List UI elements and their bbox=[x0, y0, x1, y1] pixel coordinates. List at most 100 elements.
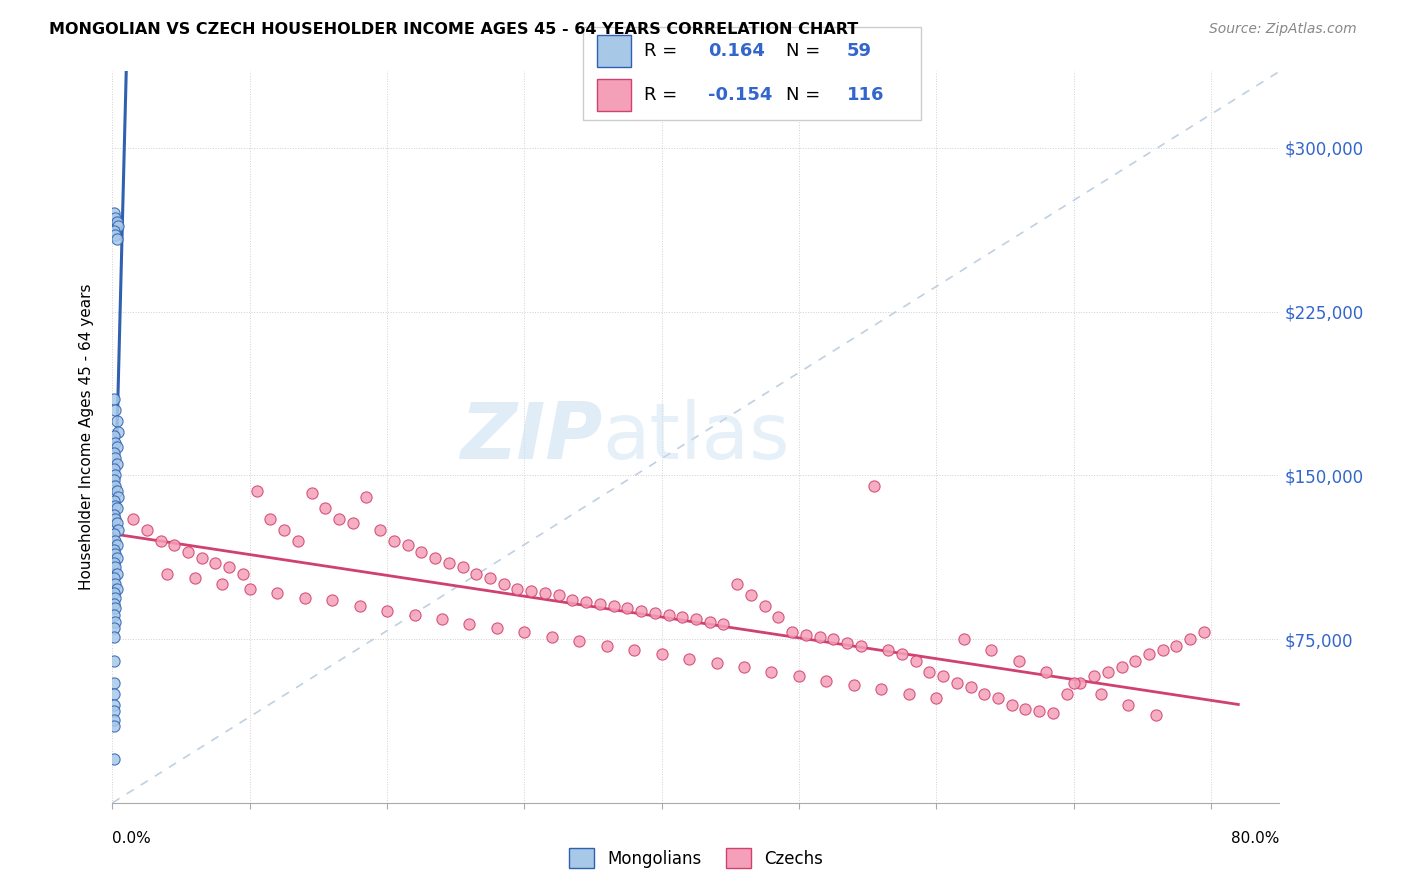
Point bbox=[105, 501, 128, 516]
Point bbox=[823, 632, 845, 646]
Point bbox=[1090, 687, 1112, 701]
Text: Source: ZipAtlas.com: Source: ZipAtlas.com bbox=[1209, 22, 1357, 37]
Text: N =: N = bbox=[786, 42, 825, 60]
Point bbox=[149, 533, 172, 548]
Point bbox=[103, 461, 125, 475]
Point bbox=[740, 588, 762, 602]
Point bbox=[356, 490, 378, 504]
Point bbox=[104, 533, 127, 548]
Point bbox=[725, 577, 748, 591]
Point bbox=[103, 675, 125, 690]
Point bbox=[768, 610, 790, 624]
Point bbox=[103, 597, 125, 611]
Point bbox=[396, 538, 419, 552]
Point bbox=[105, 516, 128, 531]
Point bbox=[616, 601, 638, 615]
Point bbox=[239, 582, 262, 596]
Point bbox=[1123, 654, 1146, 668]
Point bbox=[103, 621, 125, 635]
Point bbox=[104, 547, 127, 561]
Point bbox=[103, 752, 125, 766]
Point bbox=[1063, 675, 1085, 690]
Point bbox=[103, 607, 125, 622]
Point bbox=[1056, 687, 1078, 701]
Point bbox=[190, 551, 212, 566]
Point bbox=[596, 639, 619, 653]
Point bbox=[103, 508, 125, 522]
Point bbox=[103, 654, 125, 668]
Point bbox=[437, 556, 460, 570]
Point bbox=[492, 577, 515, 591]
Point bbox=[287, 533, 309, 548]
Point bbox=[104, 512, 127, 526]
Point bbox=[259, 512, 281, 526]
Point bbox=[105, 483, 128, 498]
Point bbox=[959, 680, 981, 694]
Point bbox=[107, 523, 129, 537]
Point bbox=[671, 610, 693, 624]
Point bbox=[104, 615, 127, 629]
Point bbox=[897, 687, 920, 701]
Point bbox=[105, 458, 128, 472]
Point bbox=[904, 654, 927, 668]
Point bbox=[699, 615, 721, 629]
Point bbox=[104, 228, 127, 243]
Point bbox=[105, 232, 128, 246]
Point bbox=[430, 612, 453, 626]
Point bbox=[411, 545, 433, 559]
Point bbox=[375, 604, 398, 618]
Bar bbox=[598, 35, 631, 67]
Point bbox=[808, 630, 831, 644]
Text: -0.154: -0.154 bbox=[709, 87, 773, 104]
Point bbox=[534, 586, 557, 600]
Point bbox=[630, 604, 652, 618]
Point bbox=[513, 625, 536, 640]
Point bbox=[485, 621, 508, 635]
Point bbox=[105, 582, 128, 596]
Point bbox=[232, 566, 254, 581]
Point bbox=[104, 591, 127, 605]
Point bbox=[104, 577, 127, 591]
Point bbox=[103, 704, 125, 718]
Point bbox=[266, 586, 288, 600]
Point bbox=[423, 551, 446, 566]
Point bbox=[103, 630, 125, 644]
Point bbox=[103, 429, 125, 443]
Point bbox=[733, 660, 755, 674]
Point bbox=[1035, 665, 1057, 679]
Point bbox=[918, 665, 941, 679]
Point bbox=[568, 634, 591, 648]
Point bbox=[754, 599, 776, 614]
Point bbox=[1083, 669, 1105, 683]
Point bbox=[1152, 643, 1174, 657]
Text: 0.0%: 0.0% bbox=[112, 831, 152, 846]
Point bbox=[103, 527, 125, 541]
Point bbox=[368, 523, 391, 537]
Point bbox=[547, 588, 569, 602]
Point bbox=[657, 607, 679, 622]
Point bbox=[103, 586, 125, 600]
Point bbox=[451, 560, 474, 574]
Point bbox=[787, 669, 810, 683]
Point bbox=[1192, 625, 1215, 640]
Point bbox=[107, 425, 129, 439]
Text: atlas: atlas bbox=[603, 399, 790, 475]
Point bbox=[163, 538, 186, 552]
Point bbox=[218, 560, 240, 574]
Point bbox=[644, 606, 666, 620]
FancyBboxPatch shape bbox=[583, 27, 921, 120]
Point bbox=[987, 691, 1010, 706]
Text: 0.164: 0.164 bbox=[709, 42, 765, 60]
Point bbox=[105, 215, 128, 229]
Point bbox=[103, 446, 125, 460]
Point bbox=[575, 595, 598, 609]
Point bbox=[105, 566, 128, 581]
Point bbox=[1137, 648, 1160, 662]
Point bbox=[103, 206, 125, 220]
Point bbox=[506, 582, 529, 596]
Point bbox=[107, 490, 129, 504]
Point bbox=[103, 224, 125, 238]
Point bbox=[602, 599, 624, 614]
Point bbox=[1014, 702, 1036, 716]
Point bbox=[863, 479, 886, 493]
